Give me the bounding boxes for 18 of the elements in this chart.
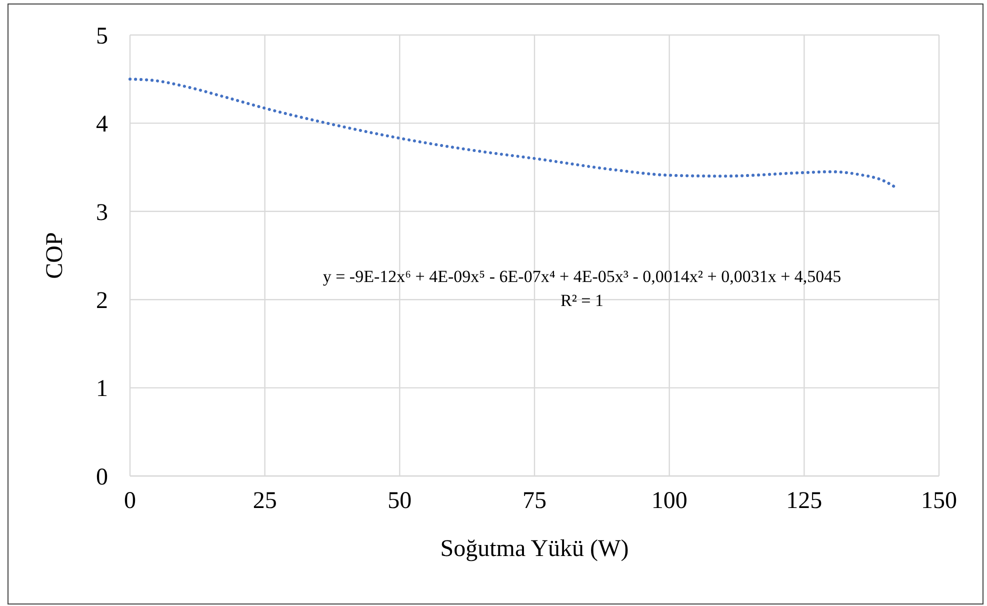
y-tick-label: 0 [96, 464, 108, 490]
y-tick-label: 1 [96, 376, 108, 402]
y-tick-label: 4 [96, 112, 108, 138]
x-tick-label: 125 [786, 488, 822, 514]
line-series [128, 78, 898, 190]
annotation: y = -9E-12x⁶ + 4E-09x⁵ - 6E-07x⁴ + 4E-05x³ - 0,0014x² + 0,0031x + 4,5045 [322, 267, 842, 286]
x-axis-title: Soğutma Yükü (W) [440, 536, 629, 562]
x-tick-label: 100 [651, 488, 688, 514]
x-tick-label: 25 [252, 488, 277, 514]
x-tick-label: 75 [522, 488, 546, 514]
y-tick-label: 5 [96, 23, 108, 50]
x-tick-label: 0 [124, 488, 136, 514]
annotation: R² = 1 [560, 291, 604, 310]
y-tick-label: 3 [96, 200, 108, 226]
x-tick-label: 50 [388, 488, 412, 514]
y-axis-title: COP [42, 232, 68, 279]
y-tick-label: 2 [96, 288, 108, 314]
x-tick-label: 150 [921, 488, 957, 514]
